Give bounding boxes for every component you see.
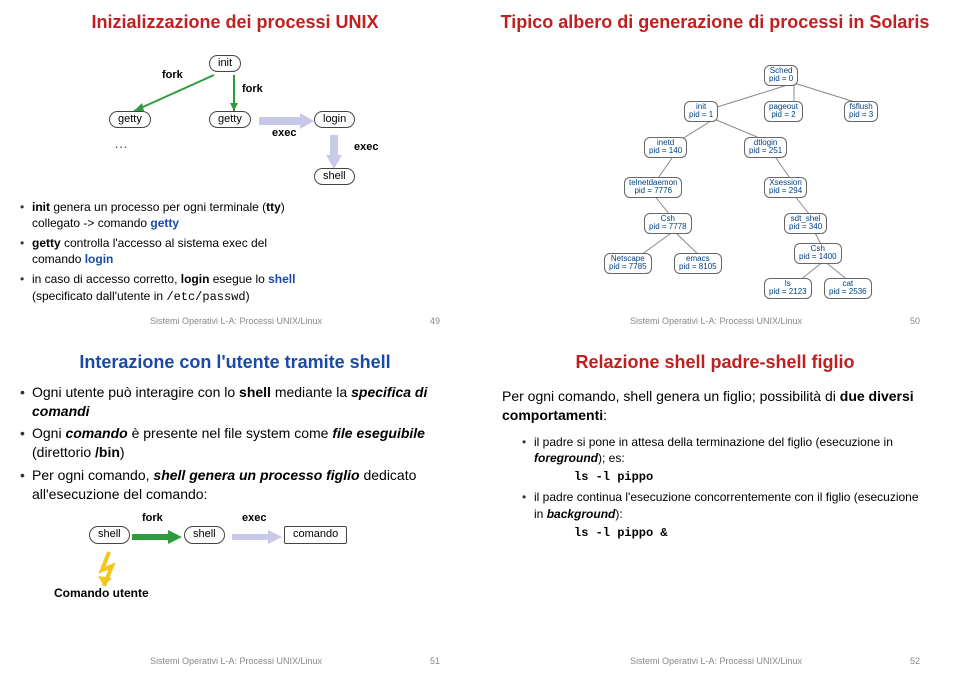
node-login: login [314, 111, 355, 129]
label-fork2: fork [242, 83, 263, 95]
node-shell: shell [314, 168, 355, 186]
slide-title: Relazione shell padre-shell figlio [494, 352, 936, 373]
solaris-tree-diagram: Schedpid = 0 initpid = 1 pageoutpid = 2 fsf… [494, 43, 936, 303]
bullet-list-49: init genera un processo per ogni termina… [14, 199, 300, 305]
node-getty2: getty [209, 111, 251, 129]
tree-node-csh2: Cshpid = 1400 [794, 243, 842, 265]
sub-bullet: il padre si pone in attesa della termina… [522, 434, 928, 486]
page-number: 51 [430, 656, 440, 666]
label-exec: exec [242, 512, 266, 524]
tree-node-init: initpid = 1 [684, 101, 718, 123]
footer-label: Sistemi Operativi L-A: Processi UNIX/Lin… [630, 656, 802, 666]
page-number: 49 [430, 316, 440, 326]
node-getty1: getty [109, 111, 151, 129]
slide-title: Tipico albero di generazione di processi… [494, 12, 936, 33]
init-tree-diagram: init getty getty login shell fork fork e… [14, 43, 456, 193]
bullet: in caso di accesso corretto, login esegu… [20, 271, 300, 304]
tree-node-netscape: Netscapepid = 7785 [604, 253, 652, 275]
t: init genera un processo per ogni termina… [32, 200, 285, 230]
code: ls -l pippo & [534, 525, 928, 541]
tree-node-fsflush: fsflushpid = 3 [844, 101, 878, 123]
tree-node-pageout: pageoutpid = 2 [764, 101, 803, 123]
bullet: Per ogni comando, shell genera un proces… [20, 466, 456, 504]
bullet: getty controlla l'accesso al sistema exe… [20, 235, 300, 267]
slide52-body: Per ogni comando, shell genera un figlio… [494, 383, 936, 549]
intro: Per ogni comando, shell genera un figlio… [502, 387, 928, 426]
tree-node-csh1: Cshpid = 7778 [644, 213, 692, 235]
bullet-list-51: Ogni utente può interagire con lo shell … [14, 383, 456, 504]
tree-node-sched: Schedpid = 0 [764, 65, 798, 87]
label-fork1: fork [162, 69, 183, 81]
bullet: init genera un processo per ogni termina… [20, 199, 300, 231]
bullet: Ogni comando è presente nel file system … [20, 424, 456, 462]
t: in caso di accesso corretto, login esegu… [32, 272, 295, 302]
node-shell1: shell [89, 526, 130, 544]
footer-label: Sistemi Operativi L-A: Processi UNIX/Lin… [630, 316, 802, 326]
slide-title: Interazione con l'utente tramite shell [14, 352, 456, 373]
tree-node-telnet: telnetdaemonpid = 7776 [624, 177, 682, 199]
label-exec2: exec [354, 141, 378, 153]
sub-bullet: il padre continua l'esecuzione concorren… [522, 489, 928, 541]
label-exec1: exec [272, 127, 296, 139]
tree-node-cat: catpid = 2536 [824, 278, 872, 300]
slide-title: Inizializzazione dei processi UNIX [14, 12, 456, 33]
label-comando-utente: Comando utente [54, 586, 149, 600]
ellipsis: … [114, 135, 128, 151]
node-comando: comando [284, 526, 347, 544]
tree-node-sdt: sdt_shelpid = 340 [784, 213, 827, 235]
label-fork: fork [142, 512, 163, 524]
footer-label: Sistemi Operativi L-A: Processi UNIX/Lin… [150, 316, 322, 326]
node-init: init [209, 55, 241, 73]
tree-node-ls: lspid = 2123 [764, 278, 812, 300]
shell-fork-exec-diagram: shell shell comando fork exec Comando ut… [14, 512, 456, 602]
t: getty controlla l'accesso al sistema exe… [32, 236, 267, 266]
tree-node-xsession: Xsessionpid = 294 [764, 177, 807, 199]
page-number: 50 [910, 316, 920, 326]
tree-node-dtlogin: dtloginpid = 251 [744, 137, 787, 159]
node-shell2: shell [184, 526, 225, 544]
bullet: Ogni utente può interagire con lo shell … [20, 383, 456, 421]
tree-node-emacs: emacspid = 8105 [674, 253, 722, 275]
tree-node-inetd: inetdpid = 140 [644, 137, 687, 159]
page-number: 52 [910, 656, 920, 666]
code: ls -l pippo [534, 469, 928, 485]
footer-label: Sistemi Operativi L-A: Processi UNIX/Lin… [150, 656, 322, 666]
